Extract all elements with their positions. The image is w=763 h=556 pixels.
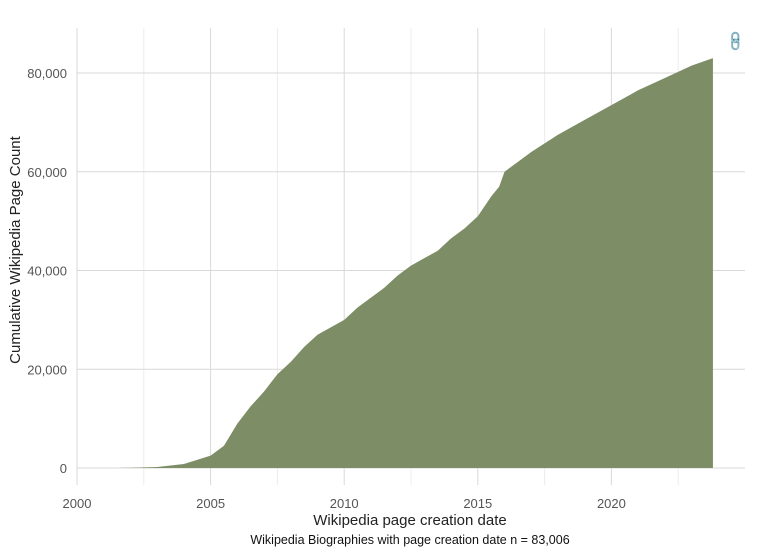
x-tick-label: 2015: [463, 496, 492, 511]
x-tick-label: 2005: [196, 496, 225, 511]
y-tick-label: 60,000: [27, 165, 67, 180]
x-tick-label: 2000: [63, 496, 92, 511]
y-axis-title: Cumulative Wikipedia Page Count: [7, 135, 24, 363]
y-tick-label: 40,000: [27, 264, 67, 279]
x-axis-title: Wikipedia page creation date: [313, 512, 506, 529]
x-tick-label: 2020: [597, 496, 626, 511]
x-tick-label: 2010: [330, 496, 359, 511]
chart-caption: Wikipedia Biographies with page creation…: [250, 533, 570, 547]
y-tick-label: 80,000: [27, 66, 67, 81]
y-tick-label: 20,000: [27, 362, 67, 377]
area-series: [117, 58, 713, 469]
y-tick-label: 0: [60, 461, 67, 476]
